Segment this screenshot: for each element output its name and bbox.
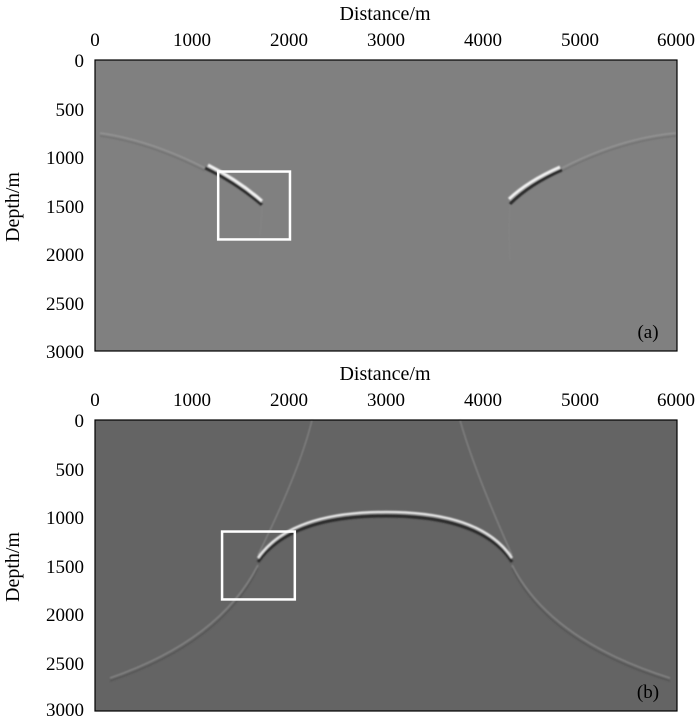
panel-b-image-background	[95, 420, 677, 711]
panel-a-x-tick-label: 4000	[464, 30, 502, 51]
panel-b-y-tick-label: 500	[56, 460, 85, 481]
panel-b-x-tick-labels: 0 1000 2000 3000 4000 5000 6000	[90, 390, 695, 411]
panel-b-x-tick-label: 3000	[367, 390, 405, 411]
panel-b-x-tick-label: 1000	[173, 390, 211, 411]
panel-a-reflection-events	[99, 132, 677, 261]
panel-b-x-tick-label: 0	[90, 390, 100, 411]
panel-a-x-tick-label: 2000	[270, 30, 308, 51]
panel-b-y-tick-label: 0	[75, 411, 85, 432]
panel-b-y-tick-label: 1000	[46, 508, 84, 529]
panel-b-image-frame	[94, 419, 678, 712]
panel-a-y-tick-label: 2500	[46, 294, 84, 315]
panel-b-x-tick-label: 6000	[657, 390, 695, 411]
panel-a-x-tick-label: 0	[90, 30, 100, 51]
panel-b-y-axis-title: Depth/m	[2, 532, 24, 602]
panel-a-x-tick-label: 3000	[367, 30, 405, 51]
panel-a-x-tick-label: 5000	[561, 30, 599, 51]
panel-a-highlight-box	[216, 170, 292, 241]
panel-b-y-tick-labels: 0 500 1000 1500 2000 2500 3000	[46, 411, 84, 721]
panel-a-x-tick-label: 1000	[173, 30, 211, 51]
panel-b-y-tick-label: 3000	[46, 700, 84, 721]
panel-a-tag: (a)	[637, 322, 658, 343]
panel-b-x-tick-label: 5000	[561, 390, 599, 411]
panel-b-x-tick-label: 2000	[270, 390, 308, 411]
panel-b-x-tick-label: 4000	[464, 390, 502, 411]
panel-a-y-tick-label: 1000	[46, 148, 84, 169]
panel-a-x-tick-label: 6000	[657, 30, 695, 51]
panel-a-y-tick-label: 1500	[46, 197, 84, 218]
panel-a-y-tick-label: 500	[56, 100, 85, 121]
panel-a-y-tick-label: 0	[75, 51, 85, 72]
panel-b-y-tick-label: 1500	[46, 557, 84, 578]
panel-b-y-tick-label: 2500	[46, 654, 84, 675]
panel-b-tag: (b)	[637, 682, 659, 703]
panel-b-reflection-events	[109, 419, 671, 682]
panel-a: Distance/m Depth/m 0 1000 2000 3000 4000…	[2, 3, 695, 363]
panel-a-image-background	[95, 60, 677, 351]
panel-a-y-tick-label: 3000	[46, 342, 84, 363]
panel-b: Distance/m Depth/m 0 1000 2000 3000 4000…	[2, 363, 695, 721]
panel-b-highlight-box	[220, 530, 297, 601]
panel-a-y-axis-title: Depth/m	[2, 172, 24, 242]
panel-b-y-tick-label: 2000	[46, 605, 84, 626]
panel-a-x-tick-labels: 0 1000 2000 3000 4000 5000 6000	[90, 30, 695, 51]
panel-a-image-frame	[94, 59, 678, 352]
panel-b-x-axis-title: Distance/m	[339, 363, 431, 385]
panel-a-x-axis-title: Distance/m	[339, 3, 431, 25]
panel-a-y-tick-labels: 0 500 1000 1500 2000 2500 3000	[46, 51, 84, 363]
panel-a-y-tick-label: 2000	[46, 245, 84, 266]
